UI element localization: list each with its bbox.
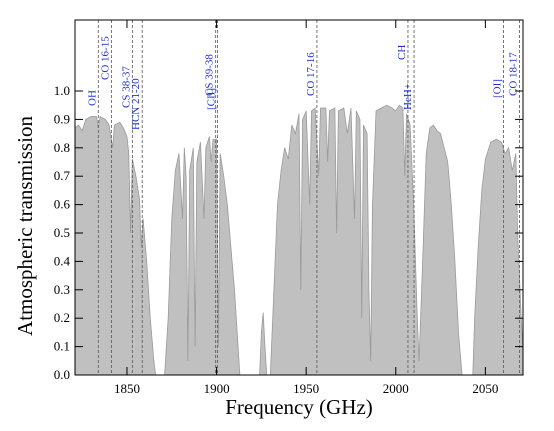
annotation-label: CH — [396, 45, 408, 60]
x-tick-label: 2000 — [383, 381, 409, 396]
y-tick-label: 0.6 — [54, 197, 71, 212]
y-tick-label: 0.9 — [54, 111, 70, 126]
x-tick-label: 2050 — [472, 381, 498, 396]
y-tick-label: 0.2 — [54, 310, 70, 325]
annotation-label: CO 18-17 — [507, 52, 519, 96]
y-tick-label: 0.1 — [54, 339, 70, 354]
x-tick-label: 1900 — [204, 381, 230, 396]
annotation-label: [OI] — [491, 79, 503, 98]
y-tick-label: 1.0 — [54, 83, 70, 98]
x-axis-label: Frequency (GHz) — [225, 395, 373, 419]
y-tick-label: 0.8 — [54, 140, 70, 155]
y-axis-label: Atmospheric transmission — [13, 116, 37, 336]
y-tick-label: 0.3 — [54, 282, 70, 297]
annotation-label: HCN 21-20 — [130, 78, 142, 130]
y-tick-label: 0.4 — [54, 253, 71, 268]
y-tick-label: 0.5 — [54, 225, 70, 240]
annotation-label: CO 16-15 — [99, 36, 111, 80]
x-tick-label: 1850 — [114, 381, 140, 396]
annotation-label: CS 38-37 — [120, 66, 132, 108]
plot-frame — [74, 19, 524, 376]
annotation-label: HeH+ — [402, 83, 414, 110]
annotation-label: [CII] — [205, 88, 217, 110]
y-tick-label: 0.0 — [54, 367, 70, 382]
annotation-label: CS 39-38 — [204, 54, 216, 96]
annotation-label: OH — [86, 90, 98, 106]
x-tick-label: 1950 — [293, 381, 319, 396]
transmission-area — [74, 104, 524, 376]
annotation-label: CO 17-16 — [305, 52, 317, 96]
y-tick-label: 0.7 — [54, 168, 71, 183]
